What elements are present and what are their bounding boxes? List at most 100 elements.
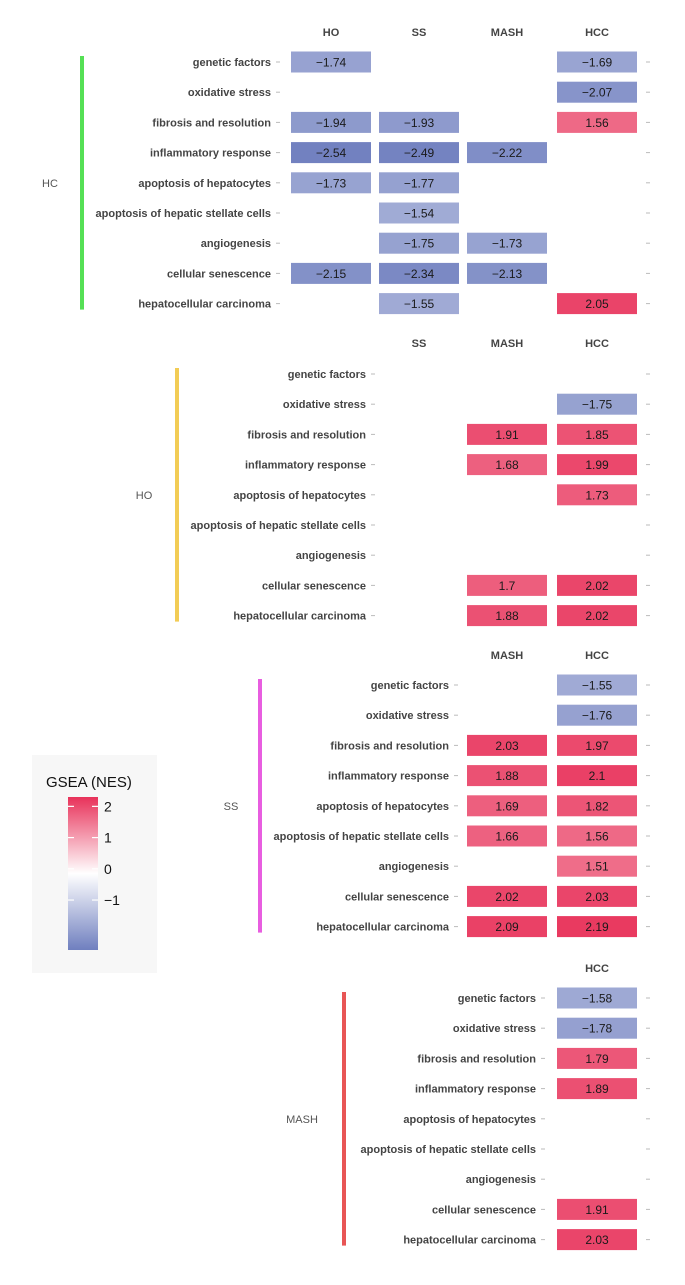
legend-color-bar: [68, 797, 98, 950]
heatmap-cell: [557, 1198, 637, 1220]
heatmap-cell: [557, 1017, 637, 1039]
heatmap-cell: [557, 605, 637, 627]
cell-value-label: 1.7: [499, 579, 516, 593]
cell-value-label: 1.97: [585, 739, 609, 753]
heatmap-cell: [467, 262, 547, 284]
heatmap-cell: [557, 574, 637, 596]
cell-value-label: 2.03: [585, 1233, 609, 1247]
row-label: apoptosis of hepatocytes: [403, 1114, 536, 1126]
heatmap-cell: [467, 605, 547, 627]
group-label-hc: HC: [42, 178, 58, 190]
cell-value-label: 2.02: [585, 609, 609, 623]
heatmap-cell: [467, 825, 547, 847]
cell-value-label: 1.91: [495, 428, 519, 442]
cell-value-label: 1.68: [495, 458, 519, 472]
group-bar-hc: [80, 56, 84, 310]
heatmap-cell: [557, 111, 637, 133]
row-label: inflammatory response: [150, 148, 271, 160]
heatmap-cell: [557, 855, 637, 877]
row-label: genetic factors: [288, 369, 366, 381]
column-label-hcc: HCC: [585, 650, 609, 662]
row-label: hepatocellular carcinoma: [316, 922, 450, 934]
cell-value-label: −1.73: [492, 237, 523, 251]
cell-value-label: −1.55: [582, 679, 613, 693]
group-bar-ho: [175, 368, 179, 622]
heatmap-cell: [557, 795, 637, 817]
group-bar-ss: [258, 679, 262, 933]
cell-value-label: −1.55: [404, 297, 435, 311]
group-label-mash: MASH: [286, 1114, 318, 1126]
panel-mash: MASH HCC genetic factors −1.58 oxidative str…: [286, 963, 650, 1251]
row-label: cellular senescence: [432, 1204, 536, 1216]
heatmap-cell: [557, 393, 637, 415]
cell-value-label: 2.03: [495, 739, 519, 753]
heatmap-cell: [557, 1229, 637, 1251]
heatmap-cell: [467, 765, 547, 787]
heatmap-cell: [557, 484, 637, 506]
cell-value-label: −2.49: [404, 146, 435, 160]
heatmap-cell: [557, 1047, 637, 1069]
row-label: fibrosis and resolution: [247, 429, 366, 441]
heatmap-cell: [557, 916, 637, 938]
cell-value-label: −1.93: [404, 116, 435, 130]
cell-value-label: 1.73: [585, 488, 609, 502]
legend-tick-label: 1: [104, 830, 112, 846]
heatmap-cell: [467, 454, 547, 476]
column-label-ss: SS: [412, 27, 427, 39]
column-label-hcc: HCC: [585, 27, 609, 39]
heatmap-cell: [557, 51, 637, 73]
cell-value-label: 1.99: [585, 458, 609, 472]
cell-value-label: 2.09: [495, 920, 519, 934]
row-label: apoptosis of hepatic stellate cells: [274, 831, 449, 843]
legend-tick-label: 0: [104, 861, 112, 877]
cell-value-label: −1.74: [316, 56, 347, 70]
cell-value-label: −2.07: [582, 86, 613, 100]
heatmap-cell: [557, 765, 637, 787]
cell-value-label: −1.54: [404, 207, 435, 221]
row-label: cellular senescence: [167, 268, 271, 280]
heatmap-cell: [557, 987, 637, 1009]
row-label: apoptosis of hepatic stellate cells: [361, 1144, 536, 1156]
column-label-hcc: HCC: [585, 338, 609, 350]
cell-value-label: 1.79: [585, 1052, 609, 1066]
cell-value-label: −1.94: [316, 116, 347, 130]
cell-value-label: −1.58: [582, 992, 613, 1006]
row-label: angiogenesis: [296, 550, 366, 562]
legend-title: GSEA (NES): [46, 774, 132, 791]
row-label: fibrosis and resolution: [330, 740, 449, 752]
row-label: cellular senescence: [345, 891, 449, 903]
heatmap-cell: [557, 674, 637, 696]
cell-value-label: −2.34: [404, 267, 435, 281]
row-label: oxidative stress: [453, 1023, 536, 1035]
heatmap-cell: [467, 795, 547, 817]
heatmap-cell: [291, 142, 371, 164]
heatmap-cell: [557, 293, 637, 315]
row-label: oxidative stress: [188, 87, 271, 99]
cell-value-label: 2.02: [585, 579, 609, 593]
cell-value-label: 2.19: [585, 920, 609, 934]
heatmap-cell: [467, 734, 547, 756]
row-label: hepatocellular carcinoma: [403, 1235, 537, 1247]
row-label: oxidative stress: [366, 710, 449, 722]
heatmap-cell: [467, 916, 547, 938]
cell-value-label: −1.69: [582, 56, 613, 70]
row-label: fibrosis and resolution: [417, 1053, 536, 1065]
row-label: inflammatory response: [245, 460, 366, 472]
cell-value-label: 1.56: [585, 830, 609, 844]
panel-hc: HC HO SS MASH HCC genetic factors −1.74 −1.69 ox…: [42, 27, 650, 315]
heatmap-cell: [379, 293, 459, 315]
cell-value-label: −1.75: [404, 237, 435, 251]
heatmap-cell: [557, 825, 637, 847]
heatmap-cell: [291, 51, 371, 73]
heatmap-cell: [467, 142, 547, 164]
cell-value-label: 1.85: [585, 428, 609, 442]
heatmap-cell: [379, 172, 459, 194]
row-label: fibrosis and resolution: [152, 117, 271, 129]
cell-value-label: −2.54: [316, 146, 347, 160]
row-label: angiogenesis: [201, 238, 271, 250]
cell-value-label: −1.75: [582, 398, 613, 412]
heatmap-cell: [379, 232, 459, 254]
heatmap-cell: [557, 885, 637, 907]
cell-value-label: 2.02: [495, 890, 519, 904]
